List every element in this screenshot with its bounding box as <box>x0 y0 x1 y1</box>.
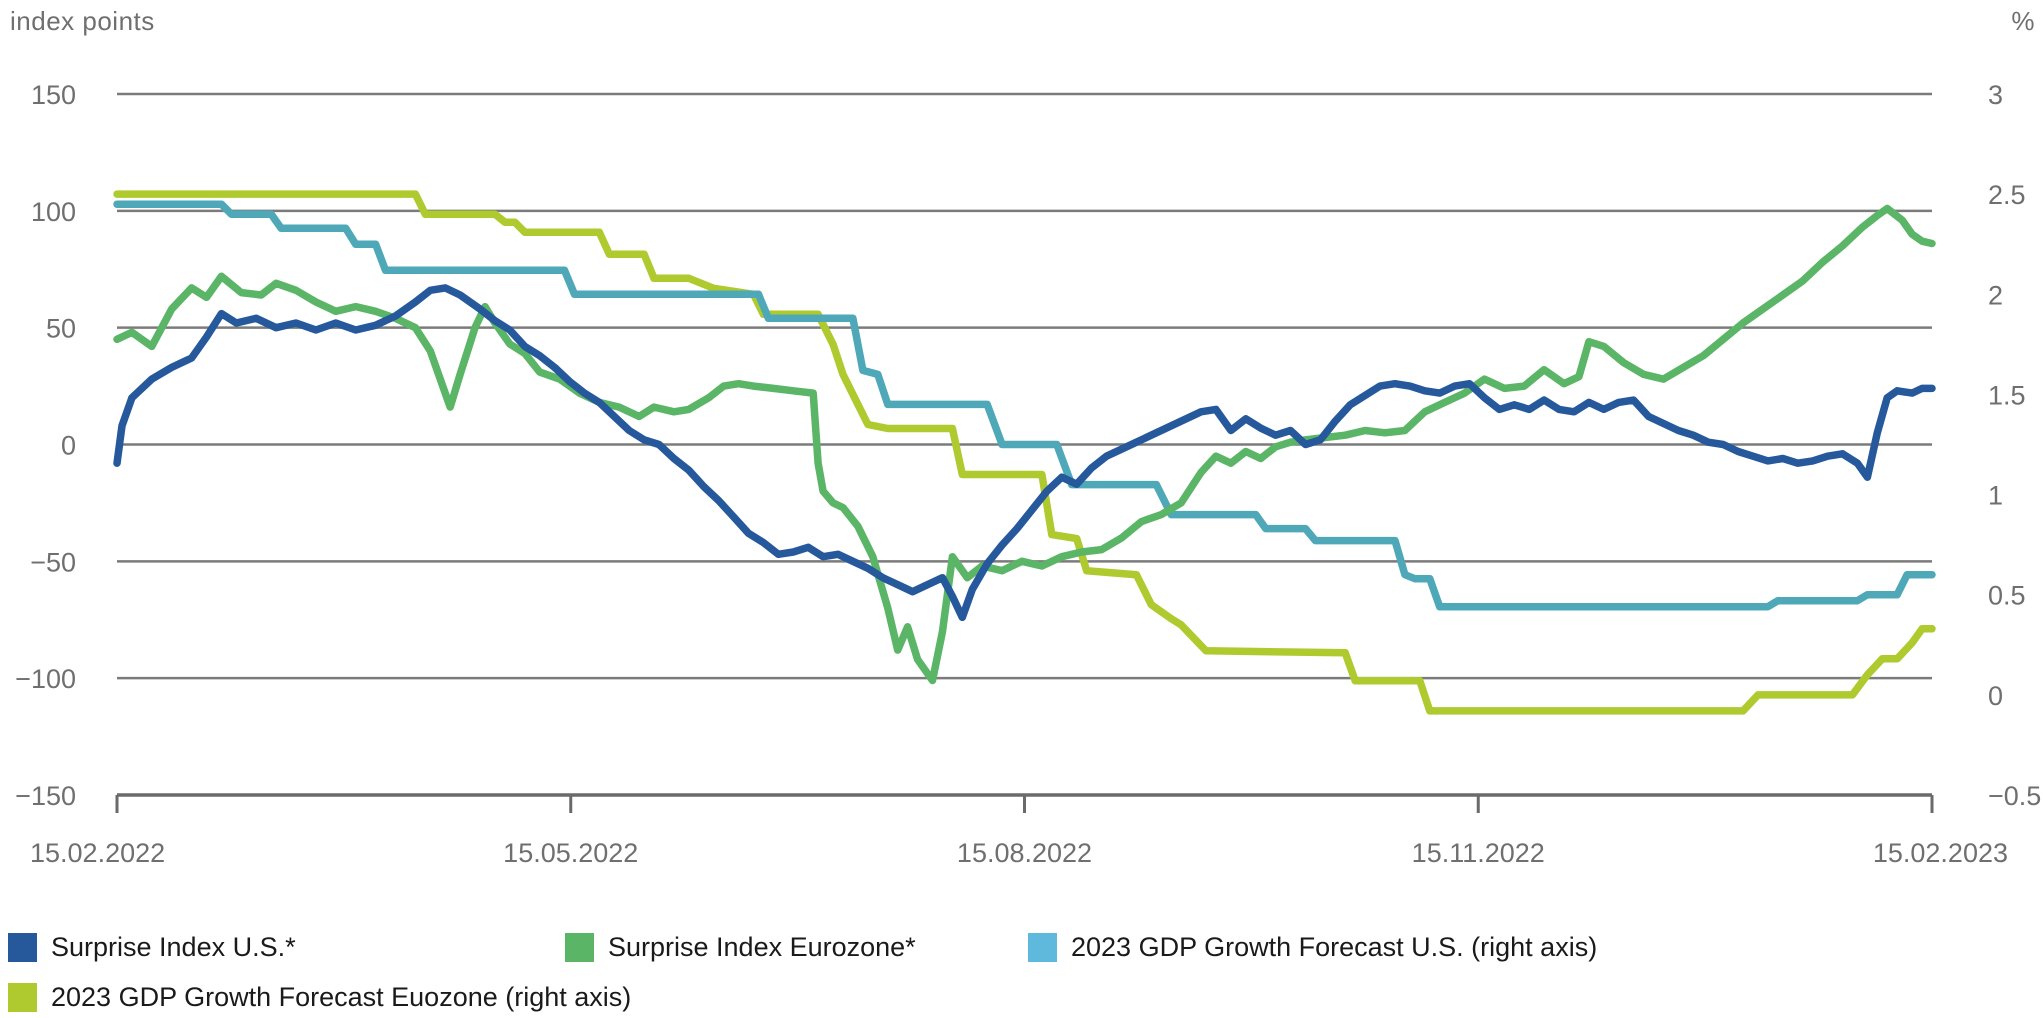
y-left-label: −50 <box>30 547 76 577</box>
surprise-index-chart: 15.02.2022 15.05.2022 15.08.2022 15.11.2022… <box>15 80 2041 868</box>
y-right-label: 1.5 <box>1988 380 2026 410</box>
x-axis-label: 15.11.2022 <box>1412 838 1545 868</box>
legend-swatch-gdp-eurozone-icon <box>8 982 37 1012</box>
series-line-0 <box>113 284 1936 622</box>
x-axis-label: 15.08.2022 <box>957 838 1092 868</box>
legend-label: 2023 GDP Growth Forecast Euozone (right … <box>51 981 632 1012</box>
legend-label: Surprise Index U.S.* <box>51 931 296 962</box>
x-axis-label: 15.02.2022 <box>30 838 165 868</box>
series-line-1 <box>113 204 1936 685</box>
legend-item-surprise-eurozone: Surprise Index Eurozone* <box>565 930 916 964</box>
series-line-3 <box>113 190 1936 715</box>
x-axis-label: 15.05.2022 <box>503 838 638 868</box>
y-right-label: −0.5 <box>1988 781 2041 811</box>
legend-swatch-surprise-us-icon <box>8 932 37 962</box>
right-axis-title: % <box>2011 6 2035 36</box>
y-right-label: 0 <box>1988 681 2003 711</box>
legend-item-surprise-us: Surprise Index U.S.* <box>8 930 296 964</box>
legend-item-gdp-us: 2023 GDP Growth Forecast U.S. (right axi… <box>1028 930 1597 964</box>
y-right-label: 2.5 <box>1988 180 2026 210</box>
legend-label: Surprise Index Eurozone* <box>608 931 916 962</box>
y-left-label: 50 <box>46 314 76 344</box>
legend-swatch-gdp-us-icon <box>1028 932 1057 962</box>
y-left-label: 0 <box>61 431 76 461</box>
y-right-label: 3 <box>1988 80 2003 110</box>
series-line-2 <box>113 200 1936 611</box>
y-right-label: 1 <box>1988 481 2003 511</box>
y-right-label: 0.5 <box>1988 581 2026 611</box>
left-axis-title: index points <box>10 6 155 36</box>
legend-item-gdp-eurozone: 2023 GDP Growth Forecast Euozone (right … <box>8 980 631 1014</box>
y-left-label: 150 <box>31 80 76 110</box>
y-right-label: 2 <box>1988 280 2003 310</box>
y-left-label: −100 <box>15 664 76 694</box>
legend-label: 2023 GDP Growth Forecast U.S. (right axi… <box>1071 931 1598 962</box>
legend-swatch-surprise-eurozone-icon <box>565 932 594 962</box>
x-axis-label: 15.02.2023 <box>1873 838 2008 868</box>
y-left-label: −150 <box>15 781 76 811</box>
y-left-label: 100 <box>31 197 76 227</box>
